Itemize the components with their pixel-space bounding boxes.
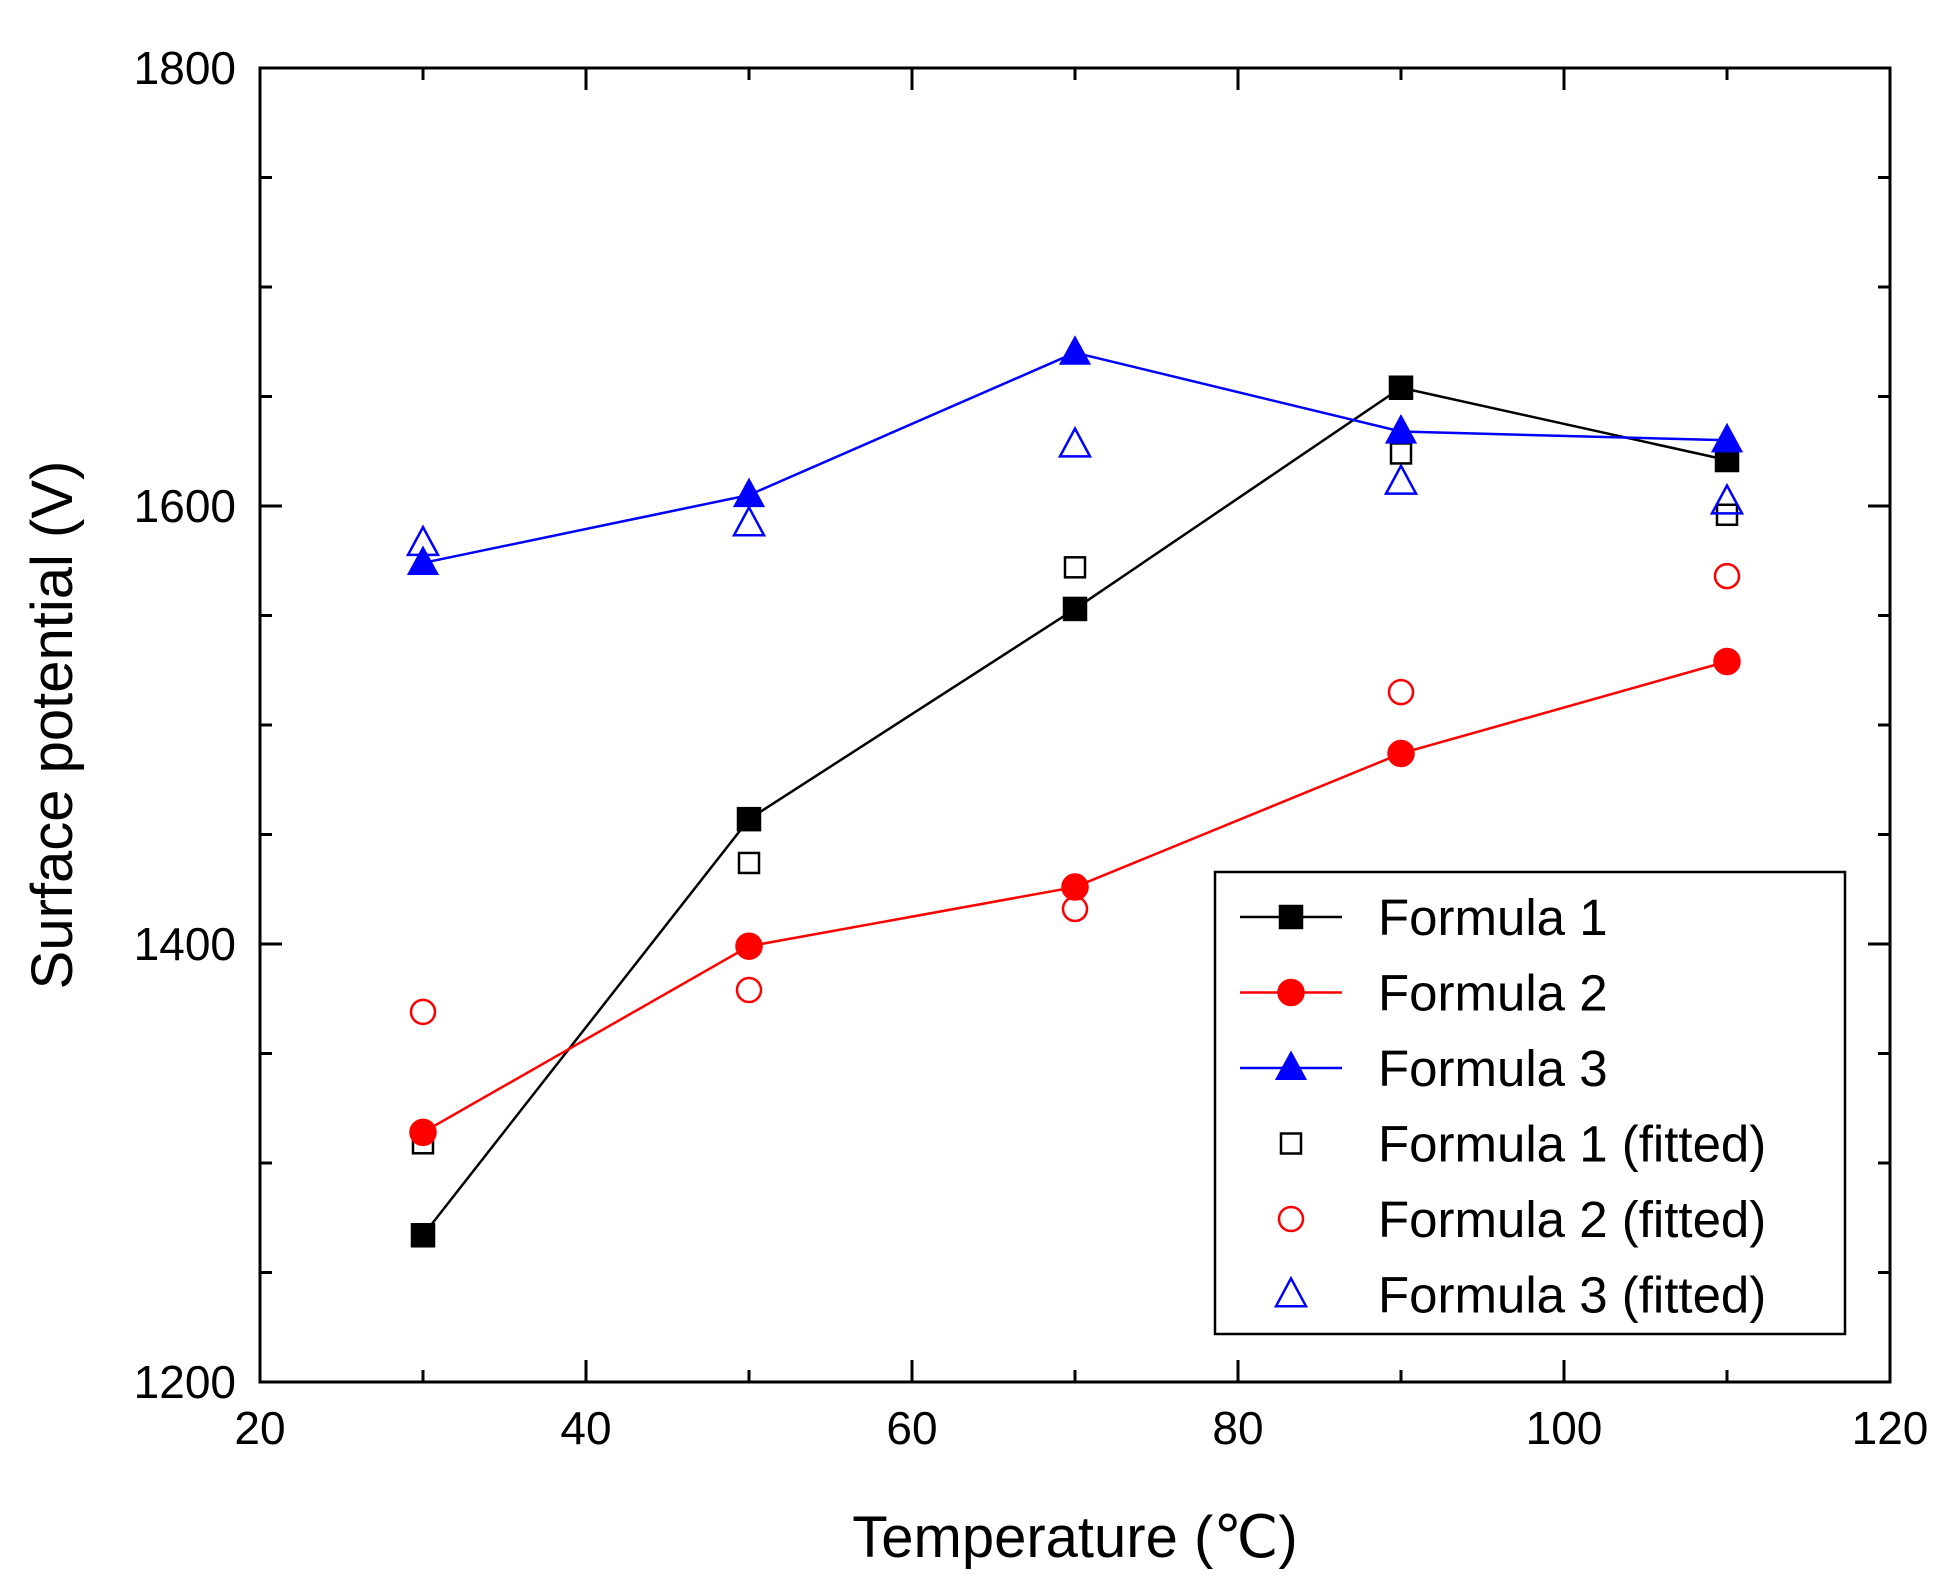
data-point (1388, 375, 1414, 400)
data-point (1713, 647, 1741, 676)
legend-item: Formula 1 (fitted) (1279, 1116, 1766, 1173)
series-formula-2 (409, 647, 1741, 1147)
plot-frame (258, 66, 1892, 1384)
x-tick-label: 40 (560, 1402, 611, 1454)
data-point (1063, 556, 1087, 579)
legend-item: Formula 2 (1240, 965, 1608, 1022)
y-tick-label: 1200 (134, 1356, 236, 1408)
legend-item: Formula 2 (fitted) (1277, 1191, 1766, 1248)
legend-marker (1279, 1132, 1303, 1155)
legend-marker (1274, 1050, 1308, 1081)
data-point (1709, 482, 1745, 515)
series-line (422, 351, 1728, 565)
data-point (735, 976, 763, 1004)
data-point (1057, 425, 1093, 458)
data-point (731, 504, 767, 537)
legend-item: Formula 1 (1240, 889, 1608, 946)
y-tick-label: 1600 (134, 480, 236, 532)
data-point (1713, 562, 1741, 590)
legend-box (1213, 870, 1847, 1336)
legend-marker (1273, 1275, 1309, 1308)
data-point (409, 998, 437, 1026)
x-tick-label: 20 (234, 1402, 285, 1454)
data-point (1061, 873, 1089, 901)
legend-label: Formula 3 (fitted) (1378, 1267, 1766, 1324)
legend: Formula 1 Formula 2 Formula 3 Formula 1 (fi… (1213, 870, 1847, 1336)
legend-label: Formula 1 (1378, 889, 1608, 946)
y-axis-title: Surface potential (V) (20, 461, 85, 990)
legend-marker (1278, 904, 1304, 930)
x-tick-label: 80 (1212, 1402, 1263, 1454)
tick-layer: 20 40 60 80 100 120 1200 1400 1600 1800 (134, 42, 1929, 1454)
data-point (732, 477, 766, 508)
data-point (1058, 335, 1092, 365)
legend-item: Formula 3 (1240, 1040, 1608, 1097)
data-point (406, 545, 440, 575)
data-point (1387, 678, 1415, 706)
data-point (1715, 503, 1739, 527)
series-layer (405, 335, 1745, 1248)
data-point (735, 932, 763, 960)
y-tick-label: 1400 (134, 918, 236, 970)
data-point (1062, 596, 1088, 622)
data-point (737, 851, 761, 875)
legend-label: Formula 3 (1378, 1040, 1608, 1097)
y-tick-label: 1800 (134, 42, 236, 94)
data-point (1387, 739, 1415, 768)
data-point (410, 1223, 436, 1248)
series-formula-1 (410, 375, 1740, 1248)
data-point (1384, 414, 1418, 444)
legend-label: Formula 2 (1378, 965, 1608, 1022)
x-tick-label: 120 (1852, 1402, 1929, 1454)
data-point (736, 806, 762, 832)
data-point (1710, 422, 1744, 453)
series-formula-3-fitted (405, 425, 1745, 557)
data-point (1383, 463, 1419, 495)
x-axis-title: Temperature (℃) (852, 1505, 1297, 1570)
legend-label: Formula 2 (fitted) (1378, 1191, 1766, 1248)
legend-label: Formula 1 (fitted) (1378, 1116, 1766, 1173)
legend-item: Formula 3 (fitted) (1273, 1267, 1766, 1324)
series-formula-3 (406, 335, 1744, 575)
x-tick-label: 100 (1526, 1402, 1603, 1454)
legend-marker (1277, 978, 1305, 1007)
data-point (409, 1118, 437, 1147)
legend-marker (1277, 1205, 1305, 1233)
data-point (1389, 442, 1413, 465)
x-tick-label: 60 (886, 1402, 937, 1454)
